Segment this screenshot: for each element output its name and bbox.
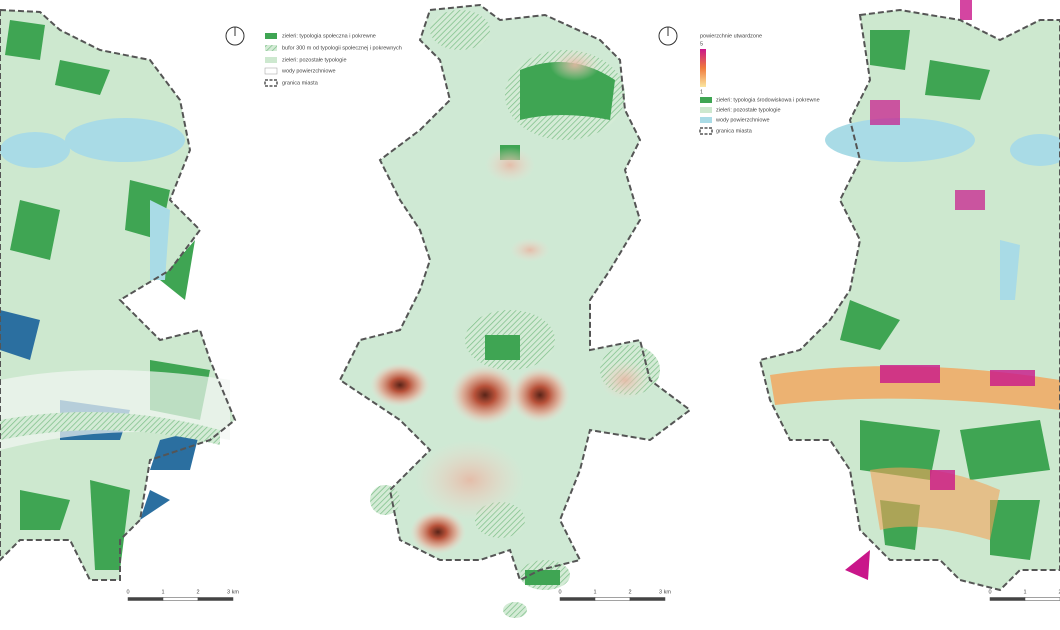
legend-swatch [265, 45, 277, 51]
scale-label: 2 [196, 589, 199, 595]
legend-scale-min: 1 [700, 89, 703, 95]
scale-segment [629, 597, 666, 601]
legend-label: wody powierzchniowe [281, 68, 336, 74]
north-arrow [225, 26, 245, 46]
hard-surfaces [770, 0, 1060, 580]
city-boundary [758, 8, 1060, 592]
legend-title: powierzchnie utwardzone [700, 33, 762, 39]
legend-swatch [699, 127, 713, 135]
middle-map [338, 3, 692, 618]
north-arrow [658, 26, 678, 46]
legend-swatch [265, 33, 277, 39]
lakes [825, 118, 1060, 300]
legend-swatch [700, 117, 712, 123]
legend-swatch [264, 79, 278, 87]
legend-label: wody powierzchniowe [715, 117, 770, 123]
legend-swatch [265, 57, 277, 63]
heat-spots [370, 49, 650, 554]
city-area [340, 5, 690, 580]
legend-swatch [700, 107, 712, 113]
legend-label: bufor 300 m od typologii społecznej i po… [282, 45, 402, 51]
scale-label: 0 [558, 589, 561, 595]
legend-label: zieleń: pozostałe typologie [282, 57, 347, 63]
legend-gradient [700, 49, 706, 87]
scale-segment [559, 597, 596, 601]
city-boundary [338, 3, 692, 582]
lakes [0, 118, 185, 280]
legend-label: granica miasta [716, 128, 753, 134]
scale-bars: 0 1 2 3 km 0 1 2 3 km 0 1 2 [126, 589, 1060, 601]
scale-segment [594, 597, 631, 601]
legend-label: zieleń: pozostałe typologie [716, 107, 781, 113]
legend-scale-max: 5 [700, 41, 703, 47]
legend-swatch [700, 97, 712, 103]
scale-label: 1 [593, 589, 596, 595]
river-buffer [0, 412, 220, 445]
legend-swatch [264, 67, 278, 75]
scale-label: 2 [1058, 589, 1060, 595]
left-map [0, 8, 237, 581]
scale-segment [162, 597, 199, 601]
legend-label: zieleń: typologia społeczna i pokrewne [282, 33, 376, 39]
scale-segment [197, 597, 234, 601]
scale-label: 0 [126, 589, 129, 595]
green-patches [840, 30, 1050, 560]
scale-segment [989, 597, 1026, 601]
scale-label: 3 km [227, 589, 239, 595]
scale-label: 1 [1023, 589, 1026, 595]
legend-label: granica miasta [282, 80, 319, 86]
scale-segment [1024, 597, 1060, 601]
city-boundary [0, 8, 237, 581]
right-legend: powierzchnie utwardzone 5 1 zieleń: typo… [699, 33, 820, 135]
scale-segment [127, 597, 164, 601]
scale-label: 0 [988, 589, 991, 595]
right-map [758, 0, 1060, 592]
scale-label: 2 [628, 589, 631, 595]
left-legend: zieleń: typologia społeczna i pokrewne b… [264, 33, 402, 87]
scale-label: 3 km [659, 589, 671, 595]
scale-label: 1 [161, 589, 164, 595]
legend-label: zieleń: typologia środowiskowa i pokrewn… [716, 97, 820, 103]
